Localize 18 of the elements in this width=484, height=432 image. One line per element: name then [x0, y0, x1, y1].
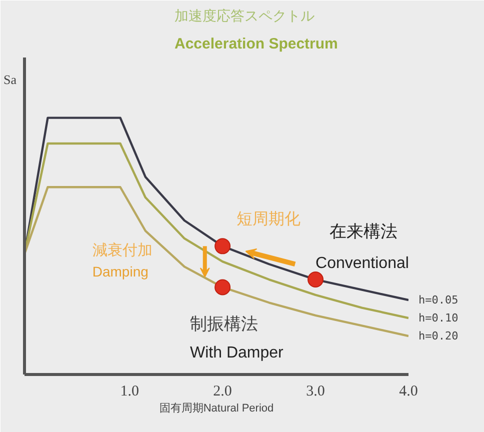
series-label: h=0.10 [418, 312, 458, 325]
annotation: With Damper [190, 344, 284, 362]
x-tick-label: 4.0 [399, 384, 418, 400]
annotation: 短周期化 [236, 210, 300, 228]
chart-subtitle: Acceleration Spectrum [174, 36, 338, 52]
annotation: 減衰付加 [92, 242, 152, 259]
annotation: Conventional [316, 254, 409, 272]
series-label: h=0.05 [418, 294, 458, 307]
x-tick-label: 1.0 [120, 384, 139, 400]
x-tick-label: 2.0 [213, 384, 232, 400]
y-axis-title: Sa [4, 72, 17, 88]
annotation: 制振構法 [190, 314, 258, 334]
x-axis-title: 固有周期Natural Period [159, 402, 274, 414]
x-tick-label: 3.0 [306, 384, 325, 400]
annotation: Damping [92, 264, 148, 280]
annotation: 在来構法 [329, 222, 398, 242]
series-label: h=0.20 [418, 330, 458, 342]
chart-title: 加速度応答スペクトル [174, 8, 314, 24]
